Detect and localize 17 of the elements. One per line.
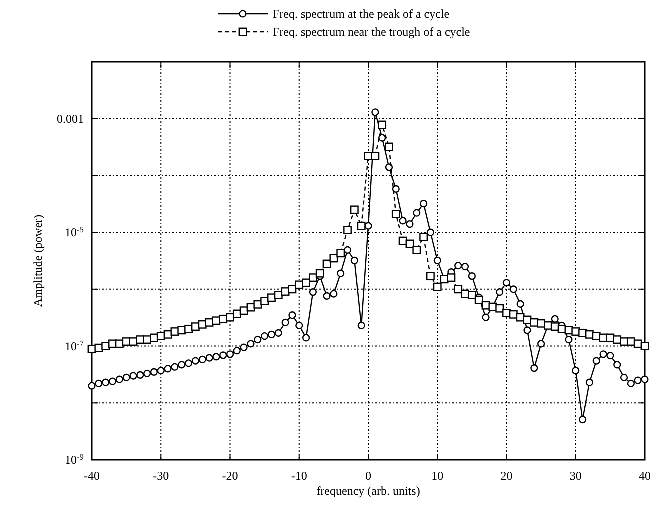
x-tick-label: 40 [639,469,651,483]
y-tick-label: 10$^{-9}$ [65,452,84,467]
x-tick-label: 30 [570,469,582,483]
x-tick-label: -40 [84,469,100,483]
x-axis-title: frequency (arb. units) [316,484,420,498]
legend-label: Freq. spectrum at the peak of a cycle [273,7,450,21]
legend-label: Freq. spectrum near the trough of a cycle [273,25,470,39]
y-tick-label: 10$^{-5}$ [65,225,84,240]
x-tick-label: 0 [366,469,372,483]
x-tick-label: 20 [500,469,513,483]
x-tick-label: -30 [153,469,170,483]
x-tick-label: 10 [432,469,444,483]
y-axis-title: Amplitude (power) [31,214,45,308]
x-tick-label: -20 [222,469,238,483]
y-tick-label: 10$^{-7}$ [65,338,84,354]
x-tick-label: -10 [291,469,308,483]
y-tick-label: 0.001 [57,112,84,126]
